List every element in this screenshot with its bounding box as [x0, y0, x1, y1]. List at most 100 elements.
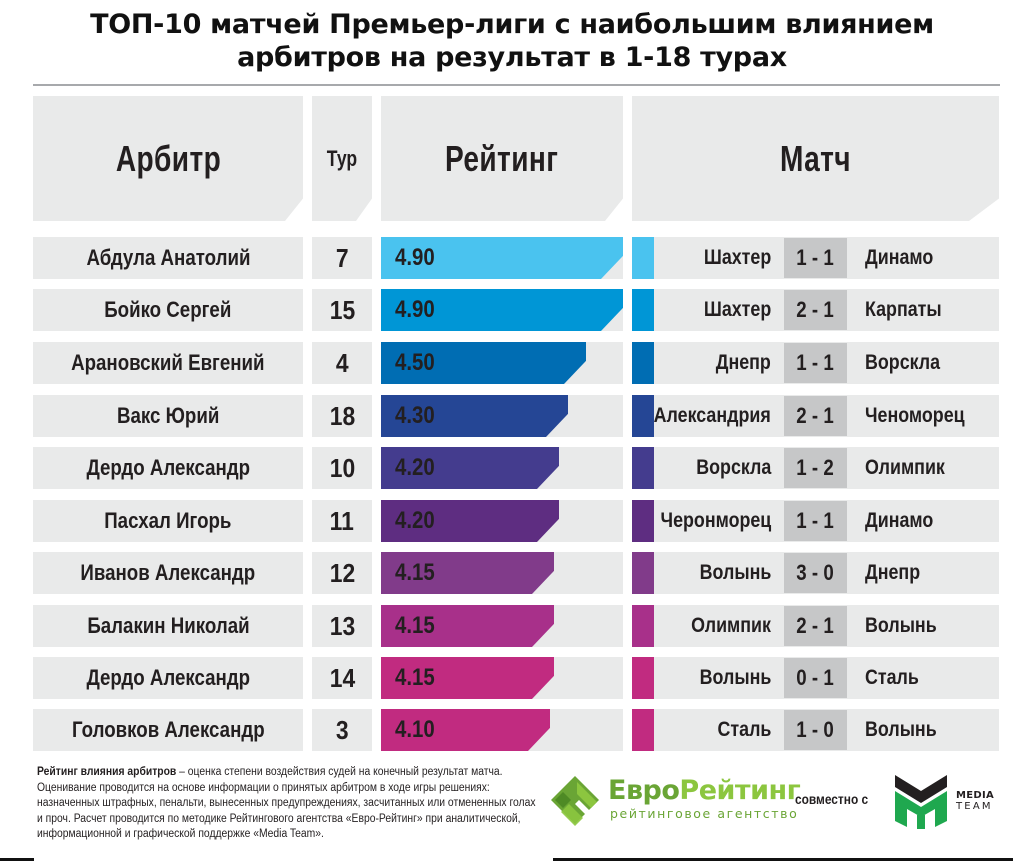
rating-bar: 4.30 — [381, 395, 568, 437]
home-team: Сталь — [640, 709, 771, 751]
referee-name-cell: Абдула Анатолий — [33, 237, 303, 279]
match-color-swatch — [632, 237, 654, 279]
table-row: Арановский Евгений 4 4.50 Днепр 1 - 1 Ворскла — [0, 342, 1024, 384]
header-round: Тур — [312, 96, 372, 221]
match-score-value: 2 - 1 — [796, 297, 835, 322]
home-team-name: Олимпик — [691, 614, 771, 637]
round-cell: 11 — [312, 500, 372, 542]
round-number: 4 — [335, 347, 349, 378]
match-score: 2 - 1 — [784, 606, 847, 646]
home-team-name: Волынь — [699, 561, 771, 584]
referee-name: Дердо Александр — [86, 665, 250, 690]
rating-value: 4.90 — [395, 244, 435, 271]
rating-bar: 4.90 — [381, 237, 623, 279]
media-team-word-team: TEAM — [956, 801, 993, 812]
referee-name-cell: Бойко Сергей — [33, 289, 303, 331]
rating-value: 4.20 — [395, 454, 435, 481]
match-score-value: 2 - 1 — [796, 403, 835, 428]
referee-name: Арановский Евгений — [71, 350, 265, 375]
media-team-logo-icon — [895, 775, 947, 829]
away-team: Днепр — [865, 552, 930, 594]
home-team-name: Шахтер — [703, 298, 771, 321]
rating-bar: 4.15 — [381, 657, 554, 699]
match-score: 1 - 1 — [784, 343, 847, 383]
euro-rating-logo-icon — [551, 776, 599, 826]
referee-name: Балакин Николай — [86, 613, 250, 638]
away-team-name: Ворскла — [865, 351, 941, 374]
header-match-label: Матч — [780, 137, 851, 179]
away-team: Ворскла — [865, 342, 953, 384]
away-team-name: Волынь — [865, 614, 937, 637]
round-cell: 4 — [312, 342, 372, 384]
round-number: 12 — [329, 557, 355, 588]
referee-name-cell: Иванов Александр — [33, 552, 303, 594]
together-with-text: совместно с — [795, 791, 869, 807]
match-color-swatch — [632, 289, 654, 331]
match-score-value: 1 - 1 — [796, 350, 835, 375]
home-team-name: Александрия — [653, 404, 771, 427]
euro-rating-wordmark: ЕвроРейтинг — [608, 775, 801, 806]
round-number: 11 — [329, 505, 355, 536]
away-team: Волынь — [865, 709, 949, 751]
together-with-label: совместно с — [795, 791, 881, 807]
table-row: Дердо Александр 10 4.20 Ворскла 1 - 2 Олимпик — [0, 447, 1024, 489]
home-team: Шахтер — [640, 237, 771, 279]
table-row: Абдула Анатолий 7 4.90 Шахтер 1 - 1 Динамо — [0, 237, 1024, 279]
euro-wordmark-part2: Рейтинг — [679, 775, 801, 806]
round-cell: 13 — [312, 605, 372, 647]
round-number: 3 — [335, 714, 349, 745]
rating-value: 4.50 — [395, 349, 435, 376]
referee-name-cell: Арановский Евгений — [33, 342, 303, 384]
table-row: Иванов Александр 12 4.15 Волынь 3 - 0 Днепр — [0, 552, 1024, 594]
home-team-name: Днепр — [715, 351, 771, 374]
table-row: Головков Александр 3 4.10 Сталь 1 - 0 Волынь — [0, 709, 1024, 751]
referee-name-cell: Головков Александр — [33, 709, 303, 751]
round-cell: 14 — [312, 657, 372, 699]
media-team-wordmark: MEDIA TEAM — [956, 790, 994, 812]
referee-name-cell: Балакин Николай — [33, 605, 303, 647]
match-score: 1 - 2 — [784, 448, 847, 488]
home-team-name: Шахтер — [703, 246, 771, 269]
media-team-word-media: MEDIA — [956, 790, 995, 801]
rating-value: 4.15 — [395, 664, 435, 691]
euro-rating-tagline: рейтинговое агентство — [610, 806, 799, 821]
bottom-divider-left — [0, 858, 34, 861]
footnote-term: Рейтинг влияния арбитров — [37, 766, 177, 778]
round-number: 18 — [329, 400, 355, 431]
home-team: Александрия — [640, 395, 771, 437]
table-row: Бойко Сергей 15 4.90 Шахтер 2 - 1 Карпаты — [0, 289, 1024, 331]
rating-bar: 4.20 — [381, 500, 559, 542]
away-team: Динамо — [865, 500, 945, 542]
away-team-name: Карпаты — [865, 298, 942, 321]
home-team-name: Черонморец — [660, 509, 771, 532]
match-score: 1 - 0 — [784, 710, 847, 750]
rating-bar: 4.15 — [381, 552, 554, 594]
away-team-name: Динамо — [865, 509, 934, 532]
round-number: 7 — [335, 242, 349, 273]
page-title: ТОП-10 матчей Премьер-лиги с наибольшим … — [0, 8, 1024, 74]
referee-name: Дердо Александр — [86, 455, 250, 480]
home-team-name: Волынь — [699, 666, 771, 689]
round-cell: 12 — [312, 552, 372, 594]
referee-name: Абдула Анатолий — [85, 245, 250, 270]
home-team-name: Сталь — [717, 718, 771, 741]
away-team: Волынь — [865, 605, 949, 647]
home-team: Волынь — [640, 657, 771, 699]
referee-name: Бойко Сергей — [104, 297, 232, 322]
home-team: Ворскла — [640, 447, 771, 489]
round-number: 13 — [329, 610, 355, 641]
table-row: Балакин Николай 13 4.15 Олимпик 2 - 1 Волынь — [0, 605, 1024, 647]
header-referee: Арбитр — [33, 96, 303, 221]
referee-name: Пасхал Игорь — [104, 508, 232, 533]
rating-bar: 4.10 — [381, 709, 550, 751]
referee-name: Головков Александр — [71, 717, 265, 742]
title-divider — [33, 84, 1000, 86]
table-row: Пасхал Игорь 11 4.20 Черонморец 1 - 1 Динамо — [0, 500, 1024, 542]
away-team: Карпаты — [865, 289, 955, 331]
footnote: Рейтинг влияния арбитров – оценка степен… — [37, 765, 547, 843]
match-score: 2 - 1 — [784, 290, 847, 330]
match-score-value: 1 - 0 — [796, 717, 835, 742]
round-cell: 7 — [312, 237, 372, 279]
home-team-name: Ворскла — [695, 456, 771, 479]
match-score: 3 - 0 — [784, 553, 847, 593]
